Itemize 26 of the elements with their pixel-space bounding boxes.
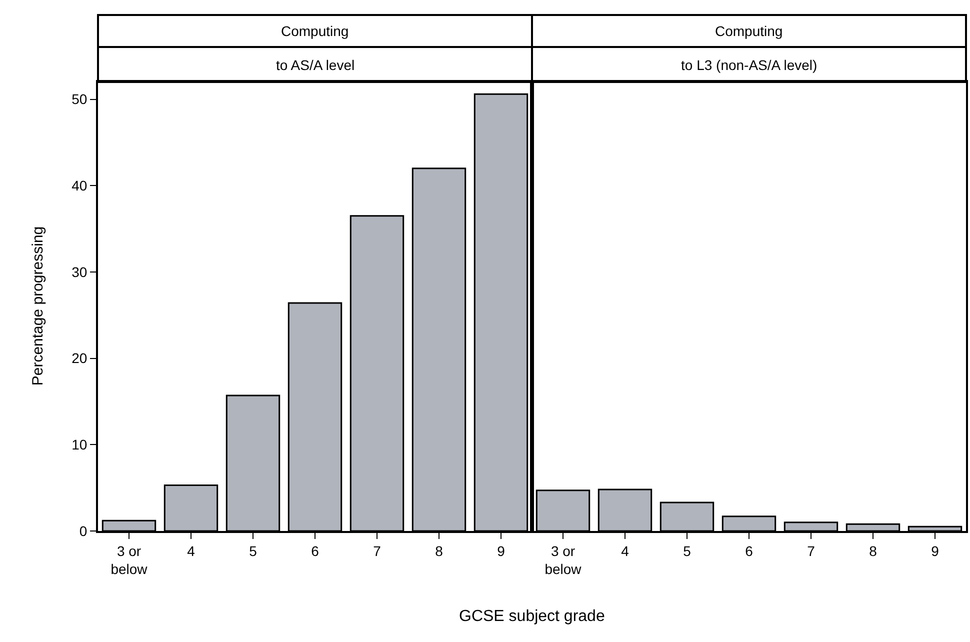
x-tick-label: 9 — [497, 542, 506, 559]
y-axis-title: Percentage progressing — [30, 226, 47, 386]
y-tick-label: 30 — [72, 264, 88, 280]
chart-title: Computing — [715, 23, 783, 39]
x-tick-label: 3 or below — [544, 542, 582, 577]
chart-subtitle: to L3 (non-AS/A level) — [681, 57, 818, 73]
x-tick-label: 8 — [435, 542, 444, 559]
x-tick-label: 7 — [807, 542, 816, 559]
y-tick-label: 0 — [79, 522, 88, 539]
x-tick-label: 5 — [249, 542, 258, 559]
x-tick-label: 4 — [187, 542, 196, 559]
x-tick-label: 9 — [931, 542, 940, 559]
x-tick-label: 6 — [745, 542, 754, 559]
chart-subtitle: to AS/A level — [276, 57, 355, 73]
chart-title: Computing — [281, 23, 349, 39]
y-tick-label: 20 — [72, 350, 88, 366]
x-tick-label: 3 or below — [110, 542, 148, 577]
x-tick-label: 7 — [373, 542, 382, 559]
x-tick-label: 6 — [311, 542, 320, 559]
y-tick-label: 50 — [72, 91, 88, 108]
y-tick-label: 10 — [72, 436, 88, 453]
x-axis-title: GCSE subject grade — [459, 608, 605, 625]
x-tick-label: 4 — [621, 542, 630, 559]
x-tick-label: 5 — [683, 542, 692, 559]
y-tick-label: 40 — [72, 178, 88, 194]
x-tick-label: 8 — [869, 542, 878, 559]
